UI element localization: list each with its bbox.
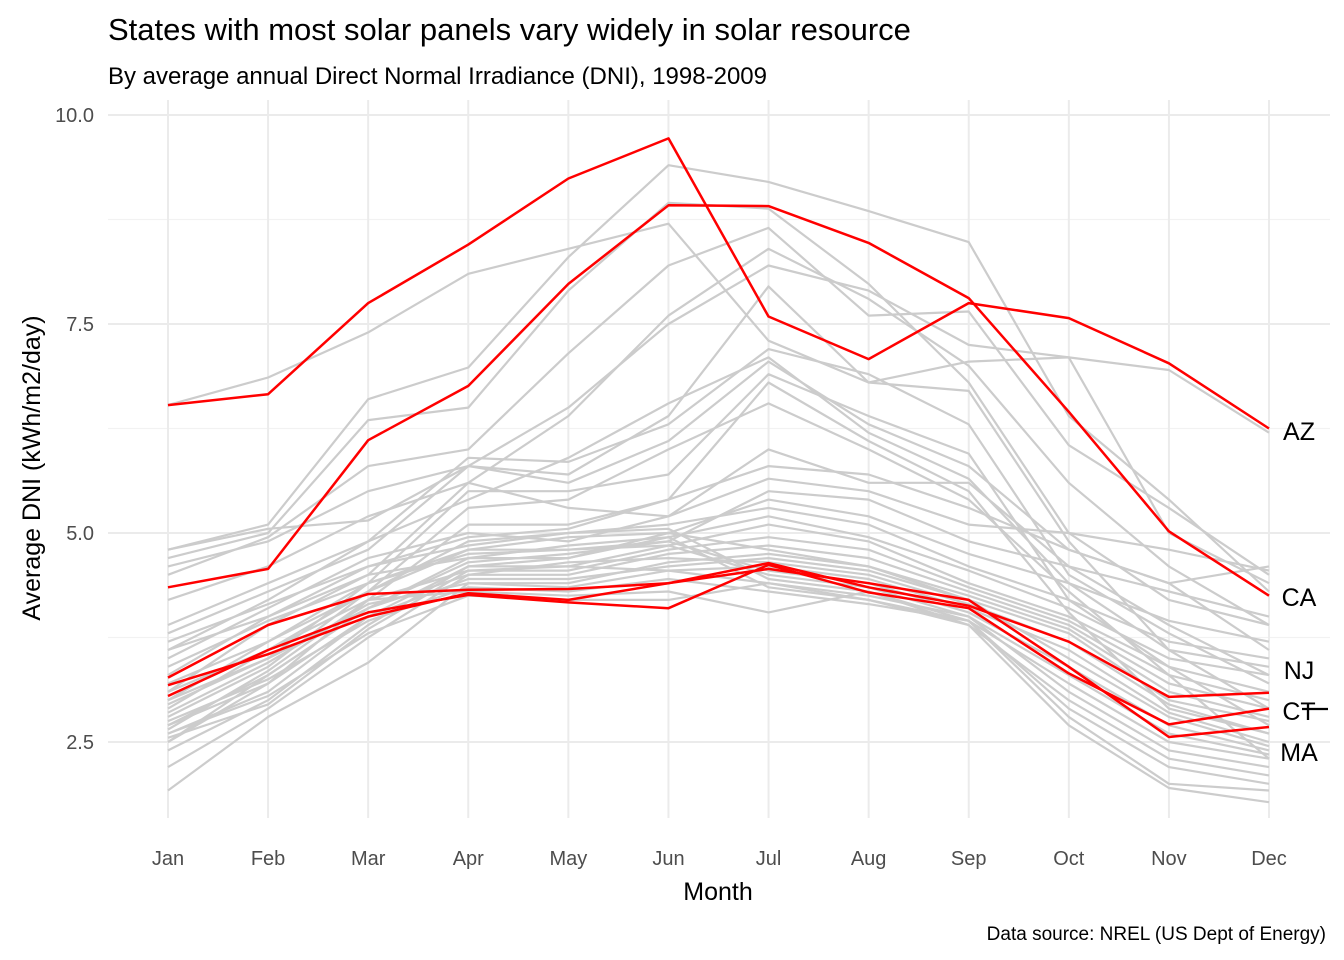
series-line-other: [167, 356, 1270, 710]
series-line-other: [167, 544, 1270, 769]
series-line-az: [167, 137, 1270, 430]
series-line-other: [167, 536, 1270, 739]
series-line-ct: [167, 563, 1270, 726]
x-tick-label: Apr: [453, 848, 484, 870]
series-line-other: [167, 536, 1270, 777]
series-line-other: [167, 348, 1270, 685]
state-label-ma: MA: [1280, 739, 1318, 767]
series-line-other: [167, 523, 1270, 752]
series-line-other: [167, 373, 1270, 727]
series-line-other: [167, 544, 1270, 756]
series-line-other: [167, 477, 1270, 660]
series-line-ca: [167, 204, 1270, 597]
x-tick-label: Nov: [1151, 848, 1187, 870]
x-tick-label: Jun: [652, 848, 684, 870]
x-tick-label: Jul: [756, 848, 782, 870]
x-tick-label: Oct: [1053, 848, 1085, 870]
series-line-other: [167, 226, 1270, 576]
chart-subtitle: By average annual Direct Normal Irradian…: [108, 63, 767, 90]
series-line-nj: [167, 561, 1270, 699]
x-axis-ticks: Jan Feb Mar Apr May Jun Jul Aug Sep Oct Nov Dec: [152, 848, 1287, 870]
series-line-other: [167, 465, 1270, 677]
y-tick-label: 7.5: [66, 314, 94, 336]
series-line-other: [167, 285, 1270, 668]
y-tick-label: 10.0: [55, 105, 94, 127]
x-tick-label: May: [549, 848, 587, 870]
x-tick-label: Mar: [351, 848, 386, 870]
series-line-other: [167, 552, 1270, 792]
series-line-other: [167, 527, 1270, 760]
highlighted-series: [167, 137, 1270, 739]
x-tick-label: Dec: [1251, 848, 1287, 870]
series-line-other: [167, 565, 1270, 744]
x-tick-label: Jan: [152, 848, 184, 870]
x-tick-label: Feb: [251, 848, 285, 870]
state-labels: AZ CA NJ CT MA: [1280, 418, 1328, 767]
x-tick-label: Sep: [951, 848, 987, 870]
y-tick-label: 2.5: [66, 732, 94, 754]
state-label-ca: CA: [1282, 584, 1317, 612]
chart-caption: Data source: NREL (US Dept of Energy): [987, 924, 1326, 945]
series-line-other: [167, 540, 1270, 752]
y-axis-title: Average DNI (kWh/m2/day): [18, 315, 46, 620]
series-line-other: [167, 506, 1270, 710]
state-label-ct: CT: [1282, 698, 1315, 726]
state-label-nj: NJ: [1284, 657, 1315, 685]
y-axis-ticks: 2.5 5.0 7.5 10.0: [55, 105, 94, 754]
series-line-other: [167, 247, 1270, 626]
x-tick-label: Aug: [851, 848, 887, 870]
x-axis-title: Month: [683, 878, 752, 906]
state-label-az: AZ: [1283, 418, 1315, 446]
series-line-ma: [167, 567, 1270, 739]
y-tick-label: 5.0: [66, 523, 94, 545]
series-line-other: [167, 590, 1270, 804]
series-line-other: [167, 569, 1270, 769]
chart-title: States with most solar panels vary widel…: [108, 12, 911, 47]
grid-layer: [108, 100, 1330, 818]
series-line-other: [167, 515, 1270, 735]
series-line-other: [167, 264, 1270, 585]
series-line-other: [167, 402, 1270, 760]
series-line-other: [167, 582, 1270, 792]
